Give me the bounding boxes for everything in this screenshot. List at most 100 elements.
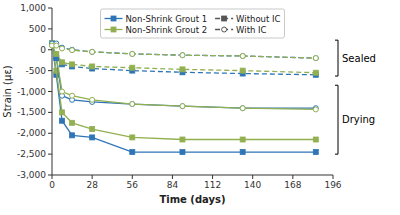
series (50, 43, 319, 61)
point (313, 70, 318, 75)
point (180, 104, 185, 109)
y-tick (48, 133, 52, 134)
y-tick-label: -1,000 (17, 87, 46, 97)
y-tick-label: -2,000 (17, 128, 46, 138)
point (240, 137, 245, 142)
y-tick-label: -2,500 (17, 149, 46, 159)
point (90, 127, 95, 132)
annotation-text: Drying (342, 114, 375, 125)
x-tick-label: 168 (284, 180, 301, 190)
point (70, 120, 75, 125)
x-tick-label: 56 (127, 180, 139, 190)
x-tick-label: 112 (204, 180, 221, 190)
point (180, 150, 185, 155)
y-tick (48, 175, 52, 176)
point (130, 102, 135, 107)
point (60, 46, 65, 51)
y-tick-label: 500 (29, 24, 46, 34)
x-tick-label: 28 (86, 180, 98, 190)
legend-item: Non-Shrink Grout 1 (105, 14, 208, 24)
point (90, 64, 95, 69)
x-tick (292, 175, 293, 179)
x-tick (92, 175, 93, 179)
y-axis-label: Strain (με) (2, 65, 13, 117)
x-axis-line (52, 175, 333, 176)
point (130, 65, 135, 70)
point (60, 45, 65, 50)
series (50, 41, 319, 77)
point (313, 56, 318, 61)
series-line (52, 46, 316, 59)
series (50, 41, 319, 61)
y-tick-label: -500 (26, 66, 47, 76)
legend-item: Non-Shrink Grout 2 (105, 25, 208, 35)
axes: 0285684112140168196-3,000-2,500-2,000-1,… (17, 3, 342, 190)
y-tick (48, 70, 52, 71)
x-axis-label: Time (days) (159, 194, 225, 205)
y-tick-label: -1,500 (17, 107, 46, 117)
y-tick-label: 0 (40, 45, 46, 55)
point (130, 51, 135, 56)
legend-label: With IC (236, 25, 267, 35)
series-line (52, 43, 316, 152)
legend-marker (111, 16, 116, 21)
annotations: Sealed Drying (335, 40, 376, 154)
legend-marker (111, 27, 116, 32)
point (240, 150, 245, 155)
point (240, 68, 245, 73)
y-tick (48, 154, 52, 155)
series (50, 41, 319, 155)
point (313, 56, 318, 61)
point (60, 60, 65, 65)
series-line (52, 43, 316, 109)
y-tick-label: 1,000 (20, 3, 46, 13)
point (240, 54, 245, 59)
series-line (52, 43, 316, 58)
chart: 0285684112140168196-3,000-2,500-2,000-1,… (0, 0, 400, 215)
point (313, 150, 318, 155)
legend-marker (222, 27, 227, 32)
legend-item: Without IC (215, 14, 280, 24)
point (130, 135, 135, 140)
y-tick-label: -3,000 (17, 170, 46, 180)
y-tick (48, 112, 52, 113)
y-tick (48, 28, 52, 29)
series-line (52, 43, 316, 74)
point (70, 62, 75, 67)
legend-label: Without IC (236, 14, 280, 24)
point (70, 93, 75, 98)
point (54, 43, 59, 48)
series-line (52, 43, 316, 139)
x-tick (172, 175, 173, 179)
x-tick (333, 175, 334, 179)
point (240, 106, 245, 111)
annotation-text: Sealed (342, 53, 376, 64)
legend-marker (222, 16, 227, 21)
point (313, 107, 318, 112)
x-tick-label: 196 (324, 180, 341, 190)
legend: Non-Shrink Grout 1Non-Shrink Grout 2 With… (101, 9, 285, 38)
point (90, 49, 95, 54)
point (180, 53, 185, 58)
legend-label: Non-Shrink Grout 1 (126, 14, 208, 24)
point (180, 104, 185, 109)
x-tick (212, 175, 213, 179)
point (60, 110, 65, 115)
legend-item: With IC (215, 25, 267, 35)
point (130, 51, 135, 56)
point (90, 49, 95, 54)
point (180, 137, 185, 142)
point (90, 97, 95, 102)
series-line (52, 43, 316, 108)
point (130, 150, 135, 155)
point (240, 106, 245, 111)
point (70, 133, 75, 138)
series (50, 41, 319, 142)
point (70, 47, 75, 52)
y-tick (48, 49, 52, 50)
bracket (335, 85, 338, 154)
point (240, 54, 245, 59)
point (180, 67, 185, 72)
plot-area (50, 41, 319, 155)
x-tick-label: 0 (49, 180, 55, 190)
